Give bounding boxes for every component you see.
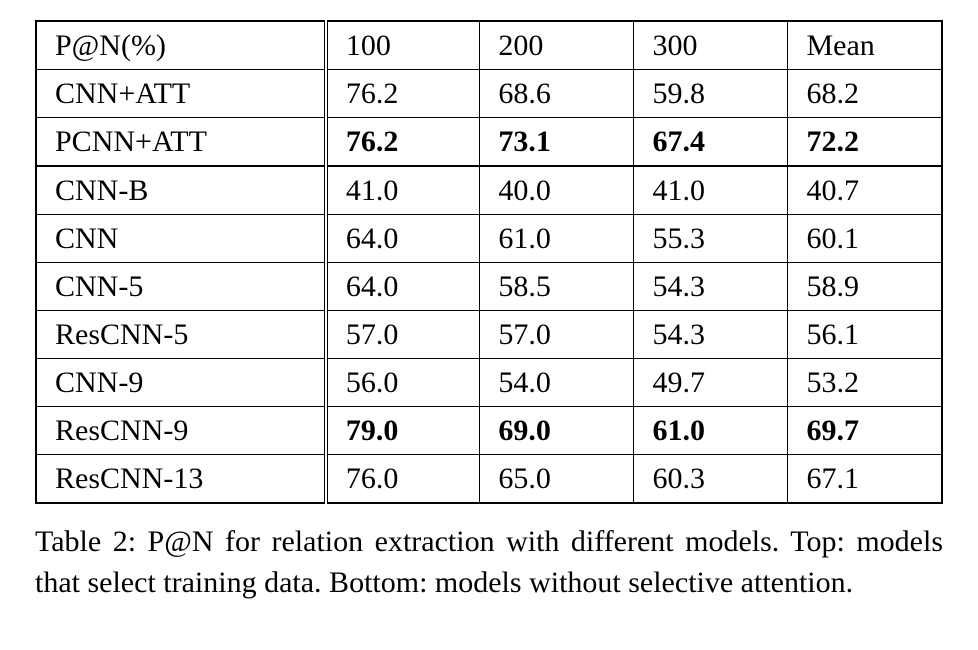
table-cell: 61.0 [480, 215, 634, 263]
table-cell: 61.0 [634, 407, 788, 455]
table-cell: CNN-B [36, 166, 326, 215]
table-cell: 58.9 [788, 263, 942, 311]
table-row: ResCNN-1376.065.060.367.1 [36, 455, 942, 504]
table-row: PCNN+ATT76.273.167.472.2 [36, 118, 942, 167]
table-cell: 72.2 [788, 118, 942, 167]
table-cell: ResCNN-5 [36, 311, 326, 359]
table-cell: 56.0 [326, 359, 480, 407]
table-cell: 69.0 [480, 407, 634, 455]
table-cell: 53.2 [788, 359, 942, 407]
table-cell: 69.7 [788, 407, 942, 455]
table-row: ResCNN-557.057.054.356.1 [36, 311, 942, 359]
table-cell: 100 [326, 21, 480, 70]
table-cell: 54.3 [634, 263, 788, 311]
table-row: CNN-956.054.049.753.2 [36, 359, 942, 407]
table-cell: 76.0 [326, 455, 480, 504]
table-cell: CNN-9 [36, 359, 326, 407]
table-cell: 65.0 [480, 455, 634, 504]
table-cell: 57.0 [480, 311, 634, 359]
table-cell: CNN-5 [36, 263, 326, 311]
table-cell: 57.0 [326, 311, 480, 359]
table-cell: 64.0 [326, 215, 480, 263]
table-cell: 49.7 [634, 359, 788, 407]
table-cell: 60.1 [788, 215, 942, 263]
table-cell: 54.3 [634, 311, 788, 359]
table-cell: 41.0 [326, 166, 480, 215]
table-cell: 40.7 [788, 166, 942, 215]
table-cell: 67.1 [788, 455, 942, 504]
table-cell: CNN [36, 215, 326, 263]
table-row: CNN64.061.055.360.1 [36, 215, 942, 263]
table-cell: ResCNN-13 [36, 455, 326, 504]
table-cell: 56.1 [788, 311, 942, 359]
table-cell: 300 [634, 21, 788, 70]
table-cell: PCNN+ATT [36, 118, 326, 167]
table-cell: 64.0 [326, 263, 480, 311]
table-cell: 79.0 [326, 407, 480, 455]
table-cell: P@N(%) [36, 21, 326, 70]
table-cell: 40.0 [480, 166, 634, 215]
table-row: CNN-B41.040.041.040.7 [36, 166, 942, 215]
table-cell: 68.6 [480, 70, 634, 118]
table-cell: 60.3 [634, 455, 788, 504]
table-cell: CNN+ATT [36, 70, 326, 118]
results-table: P@N(%)100200300MeanCNN+ATT76.268.659.868… [35, 20, 943, 504]
table-body: P@N(%)100200300MeanCNN+ATT76.268.659.868… [36, 21, 942, 503]
table-cell: 67.4 [634, 118, 788, 167]
table-cell: 55.3 [634, 215, 788, 263]
table-row: P@N(%)100200300Mean [36, 21, 942, 70]
table-cell: 76.2 [326, 70, 480, 118]
table-cell: 58.5 [480, 263, 634, 311]
table-cell: 76.2 [326, 118, 480, 167]
table-cell: 68.2 [788, 70, 942, 118]
table-cell: 73.1 [480, 118, 634, 167]
table-cell: Mean [788, 21, 942, 70]
table-row: CNN-564.058.554.358.9 [36, 263, 942, 311]
table-row: ResCNN-979.069.061.069.7 [36, 407, 942, 455]
table-cell: 41.0 [634, 166, 788, 215]
table-row: CNN+ATT76.268.659.868.2 [36, 70, 942, 118]
table-cell: 200 [480, 21, 634, 70]
table-cell: ResCNN-9 [36, 407, 326, 455]
table-caption: Table 2: P@N for relation extraction wit… [35, 522, 943, 603]
table-cell: 59.8 [634, 70, 788, 118]
table-cell: 54.0 [480, 359, 634, 407]
